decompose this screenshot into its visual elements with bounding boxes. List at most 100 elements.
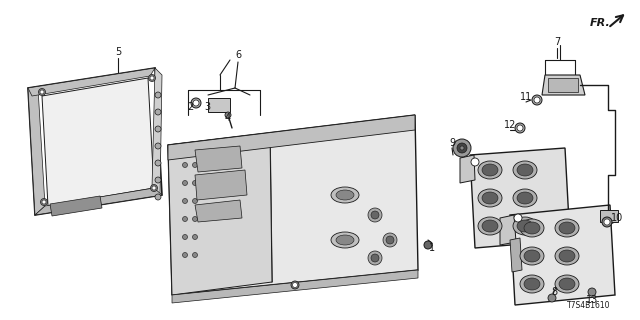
Circle shape bbox=[155, 126, 161, 132]
Polygon shape bbox=[208, 98, 230, 112]
Ellipse shape bbox=[482, 192, 498, 204]
Text: 5: 5 bbox=[115, 47, 121, 57]
Circle shape bbox=[602, 217, 612, 227]
Circle shape bbox=[453, 139, 471, 157]
Ellipse shape bbox=[517, 220, 533, 232]
Circle shape bbox=[514, 214, 522, 222]
Polygon shape bbox=[35, 188, 162, 215]
Circle shape bbox=[150, 185, 157, 191]
Ellipse shape bbox=[478, 161, 502, 179]
Circle shape bbox=[155, 160, 161, 166]
Polygon shape bbox=[28, 68, 155, 96]
Ellipse shape bbox=[336, 235, 354, 245]
Circle shape bbox=[517, 125, 523, 131]
Ellipse shape bbox=[513, 161, 537, 179]
Polygon shape bbox=[470, 148, 570, 248]
Polygon shape bbox=[168, 115, 415, 160]
Ellipse shape bbox=[559, 278, 575, 290]
Circle shape bbox=[155, 194, 161, 200]
Circle shape bbox=[292, 283, 298, 287]
Circle shape bbox=[155, 109, 161, 115]
Ellipse shape bbox=[336, 190, 354, 200]
Polygon shape bbox=[50, 196, 102, 216]
Text: T7S4B1610: T7S4B1610 bbox=[566, 301, 610, 310]
Ellipse shape bbox=[520, 219, 544, 237]
Ellipse shape bbox=[520, 247, 544, 265]
Ellipse shape bbox=[555, 275, 579, 293]
Polygon shape bbox=[460, 155, 475, 183]
Circle shape bbox=[424, 241, 432, 249]
Circle shape bbox=[182, 198, 188, 204]
Circle shape bbox=[193, 198, 198, 204]
Ellipse shape bbox=[478, 189, 502, 207]
Ellipse shape bbox=[513, 217, 537, 235]
Circle shape bbox=[371, 254, 379, 262]
Circle shape bbox=[225, 112, 231, 118]
Ellipse shape bbox=[524, 222, 540, 234]
Circle shape bbox=[368, 208, 382, 222]
Circle shape bbox=[191, 98, 201, 108]
Circle shape bbox=[193, 163, 198, 167]
Circle shape bbox=[182, 235, 188, 239]
Circle shape bbox=[534, 97, 540, 103]
Polygon shape bbox=[195, 200, 242, 222]
Polygon shape bbox=[28, 68, 162, 215]
Ellipse shape bbox=[520, 275, 544, 293]
Polygon shape bbox=[542, 75, 585, 95]
Text: 3: 3 bbox=[204, 102, 210, 112]
Polygon shape bbox=[152, 68, 162, 195]
Circle shape bbox=[40, 198, 47, 205]
Polygon shape bbox=[510, 205, 615, 305]
Ellipse shape bbox=[555, 247, 579, 265]
Polygon shape bbox=[195, 170, 247, 200]
Text: 2: 2 bbox=[187, 102, 193, 112]
Circle shape bbox=[460, 146, 464, 150]
Text: 9: 9 bbox=[449, 138, 455, 148]
Circle shape bbox=[193, 235, 198, 239]
Circle shape bbox=[40, 90, 44, 94]
Polygon shape bbox=[168, 133, 272, 295]
Circle shape bbox=[532, 95, 542, 105]
Circle shape bbox=[383, 233, 397, 247]
Polygon shape bbox=[195, 146, 242, 172]
Ellipse shape bbox=[559, 250, 575, 262]
Circle shape bbox=[182, 217, 188, 221]
Circle shape bbox=[371, 211, 379, 219]
Text: 8: 8 bbox=[551, 287, 557, 297]
Ellipse shape bbox=[555, 219, 579, 237]
Text: 1: 1 bbox=[429, 243, 435, 253]
Ellipse shape bbox=[482, 164, 498, 176]
Circle shape bbox=[152, 186, 156, 190]
Circle shape bbox=[182, 252, 188, 258]
Ellipse shape bbox=[331, 187, 359, 203]
Circle shape bbox=[471, 158, 479, 166]
Circle shape bbox=[291, 281, 299, 289]
Text: 13: 13 bbox=[586, 295, 598, 305]
Circle shape bbox=[193, 217, 198, 221]
Circle shape bbox=[604, 219, 610, 225]
Ellipse shape bbox=[331, 232, 359, 248]
Polygon shape bbox=[548, 78, 578, 92]
Circle shape bbox=[515, 123, 525, 133]
Circle shape bbox=[548, 294, 556, 302]
Ellipse shape bbox=[524, 250, 540, 262]
Ellipse shape bbox=[517, 164, 533, 176]
Text: 6: 6 bbox=[235, 50, 241, 60]
Circle shape bbox=[588, 288, 596, 296]
Ellipse shape bbox=[517, 192, 533, 204]
Circle shape bbox=[182, 180, 188, 186]
Polygon shape bbox=[42, 78, 154, 206]
Circle shape bbox=[42, 200, 46, 204]
Polygon shape bbox=[500, 215, 516, 245]
Ellipse shape bbox=[513, 189, 537, 207]
Polygon shape bbox=[600, 210, 618, 222]
Circle shape bbox=[193, 180, 198, 186]
Circle shape bbox=[150, 76, 154, 80]
Text: 10: 10 bbox=[611, 213, 623, 223]
Text: 7: 7 bbox=[554, 37, 560, 47]
Circle shape bbox=[193, 100, 199, 106]
Circle shape bbox=[182, 163, 188, 167]
Ellipse shape bbox=[478, 217, 502, 235]
Polygon shape bbox=[510, 238, 522, 272]
Circle shape bbox=[148, 75, 156, 82]
